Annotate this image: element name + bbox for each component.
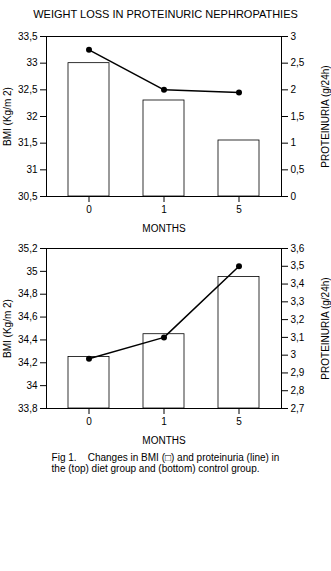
svg-text:5: 5 xyxy=(236,416,242,427)
svg-text:PROTEINURIA (g/24h): PROTEINURIA (g/24h) xyxy=(320,277,331,379)
html-text:Fig 1. Changes in BMI (□) and: Fig 1. Changes in BMI (□) and proteinuri… xyxy=(51,452,280,474)
svg-text:35,2: 35,2 xyxy=(18,243,38,254)
svg-text:3,1: 3,1 xyxy=(291,332,305,343)
svg-text:35: 35 xyxy=(26,266,38,277)
svg-text:5: 5 xyxy=(236,204,242,215)
svg-text:3,4: 3,4 xyxy=(291,278,305,289)
svg-text:33,5: 33,5 xyxy=(18,31,38,42)
svg-text:34,2: 34,2 xyxy=(18,357,38,368)
svg-text:31,5: 31,5 xyxy=(18,137,38,148)
svg-text:3,5: 3,5 xyxy=(291,260,305,271)
svg-text:1: 1 xyxy=(291,137,297,148)
svg-text:2,7: 2,7 xyxy=(291,403,305,414)
svg-text:2,5: 2,5 xyxy=(291,57,305,68)
svg-text:33,8: 33,8 xyxy=(18,403,38,414)
svg-text:MONTHS: MONTHS xyxy=(142,435,186,446)
svg-text:BMI (Kg/m 2): BMI (Kg/m 2) xyxy=(2,299,13,358)
svg-text:1: 1 xyxy=(161,416,167,427)
svg-text:34: 34 xyxy=(26,380,38,391)
svg-text:2: 2 xyxy=(291,84,297,95)
svg-text:2,9: 2,9 xyxy=(291,367,305,378)
svg-text:33: 33 xyxy=(26,57,38,68)
svg-text:32,5: 32,5 xyxy=(18,84,38,95)
svg-text:PROTEINURIA (g/24h): PROTEINURIA (g/24h) xyxy=(320,65,331,167)
svg-text:34,4: 34,4 xyxy=(18,334,38,345)
svg-text:3: 3 xyxy=(291,349,297,360)
svg-text:3,2: 3,2 xyxy=(291,314,305,325)
svg-text:0: 0 xyxy=(86,204,92,215)
svg-text:1: 1 xyxy=(161,204,167,215)
svg-text:3,6: 3,6 xyxy=(291,243,305,254)
svg-text:0: 0 xyxy=(291,191,297,202)
svg-text:31: 31 xyxy=(26,164,38,175)
svg-text:0,5: 0,5 xyxy=(291,164,305,175)
svg-text:3: 3 xyxy=(291,31,297,42)
svg-text:30,5: 30,5 xyxy=(18,191,38,202)
svg-text:3,3: 3,3 xyxy=(291,296,305,307)
html-text:WEIGHT LOSS IN PROTEINURIC NEP: WEIGHT LOSS IN PROTEINURIC NEPHROPATHIES xyxy=(33,8,298,20)
svg-text:34,8: 34,8 xyxy=(18,288,38,299)
svg-text:1,5: 1,5 xyxy=(291,111,305,122)
svg-text:BMI (Kg/m 2): BMI (Kg/m 2) xyxy=(2,87,13,146)
svg-text:MONTHS: MONTHS xyxy=(142,223,186,234)
svg-text:34,6: 34,6 xyxy=(18,311,38,322)
svg-text:32: 32 xyxy=(26,111,38,122)
svg-text:0: 0 xyxy=(86,416,92,427)
svg-text:2,8: 2,8 xyxy=(291,385,305,396)
